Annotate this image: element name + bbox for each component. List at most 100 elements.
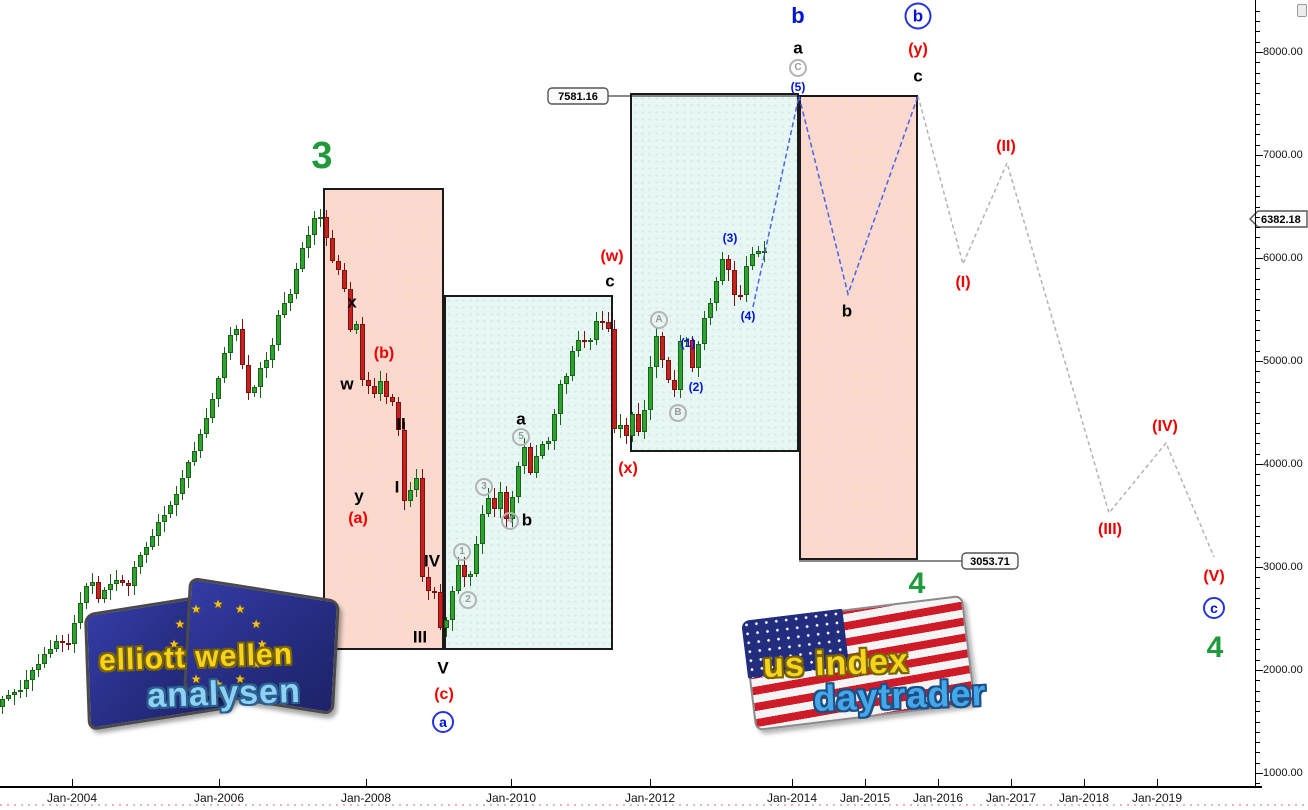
candlestick: [414, 477, 419, 491]
candlestick: [522, 446, 527, 466]
logo-text-daytrader: daytrader: [812, 671, 988, 720]
y-axis-tick: [1256, 52, 1263, 53]
x-axis-label: Jan-2016: [912, 791, 964, 805]
y-axis-tick: [1256, 711, 1260, 713]
x-axis-line: [0, 786, 1262, 788]
candlestick: [0, 699, 5, 707]
x-axis-label: Jan-2015: [839, 791, 891, 805]
candlestick: [330, 238, 335, 262]
candlestick: [384, 381, 389, 397]
wave-label-c: c: [605, 271, 615, 291]
y-axis-tick: [1256, 773, 1263, 774]
x-axis-label: Jan-2019: [1131, 791, 1183, 805]
candlestick: [12, 691, 17, 696]
candle-wick: [740, 285, 741, 300]
y-axis-tick: [1256, 82, 1260, 84]
y-axis-tick: [1256, 443, 1260, 445]
y-axis-tick: [1256, 525, 1260, 527]
candlestick: [438, 592, 443, 629]
y-axis-tick: [1256, 721, 1260, 723]
y-axis-tick: [1256, 62, 1260, 64]
gray-wave-4-projection: [917, 95, 1215, 558]
candlestick: [54, 641, 59, 650]
wave-label-I: (I): [955, 274, 971, 291]
wave-label-c: (c): [434, 686, 454, 703]
y-axis-tick: [1256, 577, 1260, 579]
wave-label-c: c: [913, 66, 923, 86]
y-axis-tick: [1256, 72, 1260, 74]
wave-label-w: (w): [600, 248, 624, 265]
candlestick: [456, 564, 461, 592]
wave-label-y: (y): [908, 41, 928, 58]
candlestick: [420, 477, 425, 578]
eu-star-icon: ★: [234, 602, 246, 617]
candlestick: [690, 340, 695, 369]
candlestick: [114, 580, 119, 584]
x-axis-tick: [511, 779, 512, 786]
wave-label-x: (x): [618, 460, 638, 477]
y-axis-label: 4000.00: [1263, 458, 1303, 470]
candlestick: [156, 522, 161, 536]
eu-star-icon: ★: [250, 657, 262, 671]
x-axis-tick: [792, 779, 793, 786]
y-axis-tick: [1256, 670, 1263, 671]
candlestick: [48, 649, 53, 655]
price-tag-text: 7581.16: [558, 91, 598, 103]
candlestick: [348, 289, 353, 330]
wave-label-2: (2): [688, 380, 704, 394]
candle-wick: [584, 330, 585, 348]
candlestick: [726, 258, 731, 270]
axis-corner-box: [1297, 4, 1307, 17]
eu-star-icon: ★: [168, 637, 180, 651]
candlestick: [696, 343, 701, 369]
wave-label-w: w: [340, 374, 354, 394]
candlestick: [24, 680, 29, 690]
y-axis-tick: [1256, 464, 1263, 465]
wave-label-4: (4): [740, 309, 756, 323]
y-axis-tick: [1256, 762, 1260, 764]
y-axis-tick: [1256, 412, 1260, 414]
candlestick: [462, 564, 467, 577]
candlestick: [600, 320, 605, 323]
y-axis-tick: [1256, 216, 1260, 218]
wave-label-A: A: [650, 311, 668, 329]
candlestick: [588, 340, 593, 343]
candlestick: [744, 265, 749, 296]
wave-label-3: (3): [722, 231, 738, 245]
candlestick: [372, 386, 377, 394]
y-axis-tick: [1256, 742, 1260, 744]
y-axis-tick: [1256, 361, 1263, 362]
candlestick: [72, 622, 77, 645]
eu-star-icon: ★: [256, 637, 268, 651]
wave-label-a: a: [432, 711, 454, 733]
candlestick: [684, 340, 689, 343]
y-axis-tick: [1256, 731, 1260, 733]
candlestick: [582, 339, 587, 342]
wave-label-IV: (IV): [1152, 418, 1178, 435]
x-axis-tick: [938, 779, 939, 786]
wave-label-c: c: [1203, 597, 1225, 619]
candlestick: [402, 430, 407, 501]
candlestick: [474, 544, 479, 574]
y-axis-tick: [1256, 31, 1260, 33]
y-axis-line: [1255, 0, 1256, 786]
wave-label-B: B: [669, 404, 687, 422]
candlestick: [390, 396, 395, 403]
candlestick: [6, 695, 11, 700]
y-axis-tick: [1256, 659, 1260, 661]
wave-label-C: C: [789, 59, 807, 77]
x-axis-tick: [1011, 779, 1012, 786]
candlestick: [708, 303, 713, 318]
candlestick: [60, 641, 65, 644]
y-axis-tick: [1256, 587, 1260, 589]
y-axis-tick: [1256, 515, 1260, 517]
candlestick: [198, 433, 203, 452]
candlestick: [132, 567, 137, 587]
candlestick: [642, 409, 647, 432]
x-axis-tick: [1157, 779, 1158, 786]
candlestick: [42, 654, 47, 665]
price-tag-6382.18: 6382.18: [1249, 210, 1308, 228]
y-axis-tick: [1256, 402, 1260, 404]
candlestick: [450, 591, 455, 620]
